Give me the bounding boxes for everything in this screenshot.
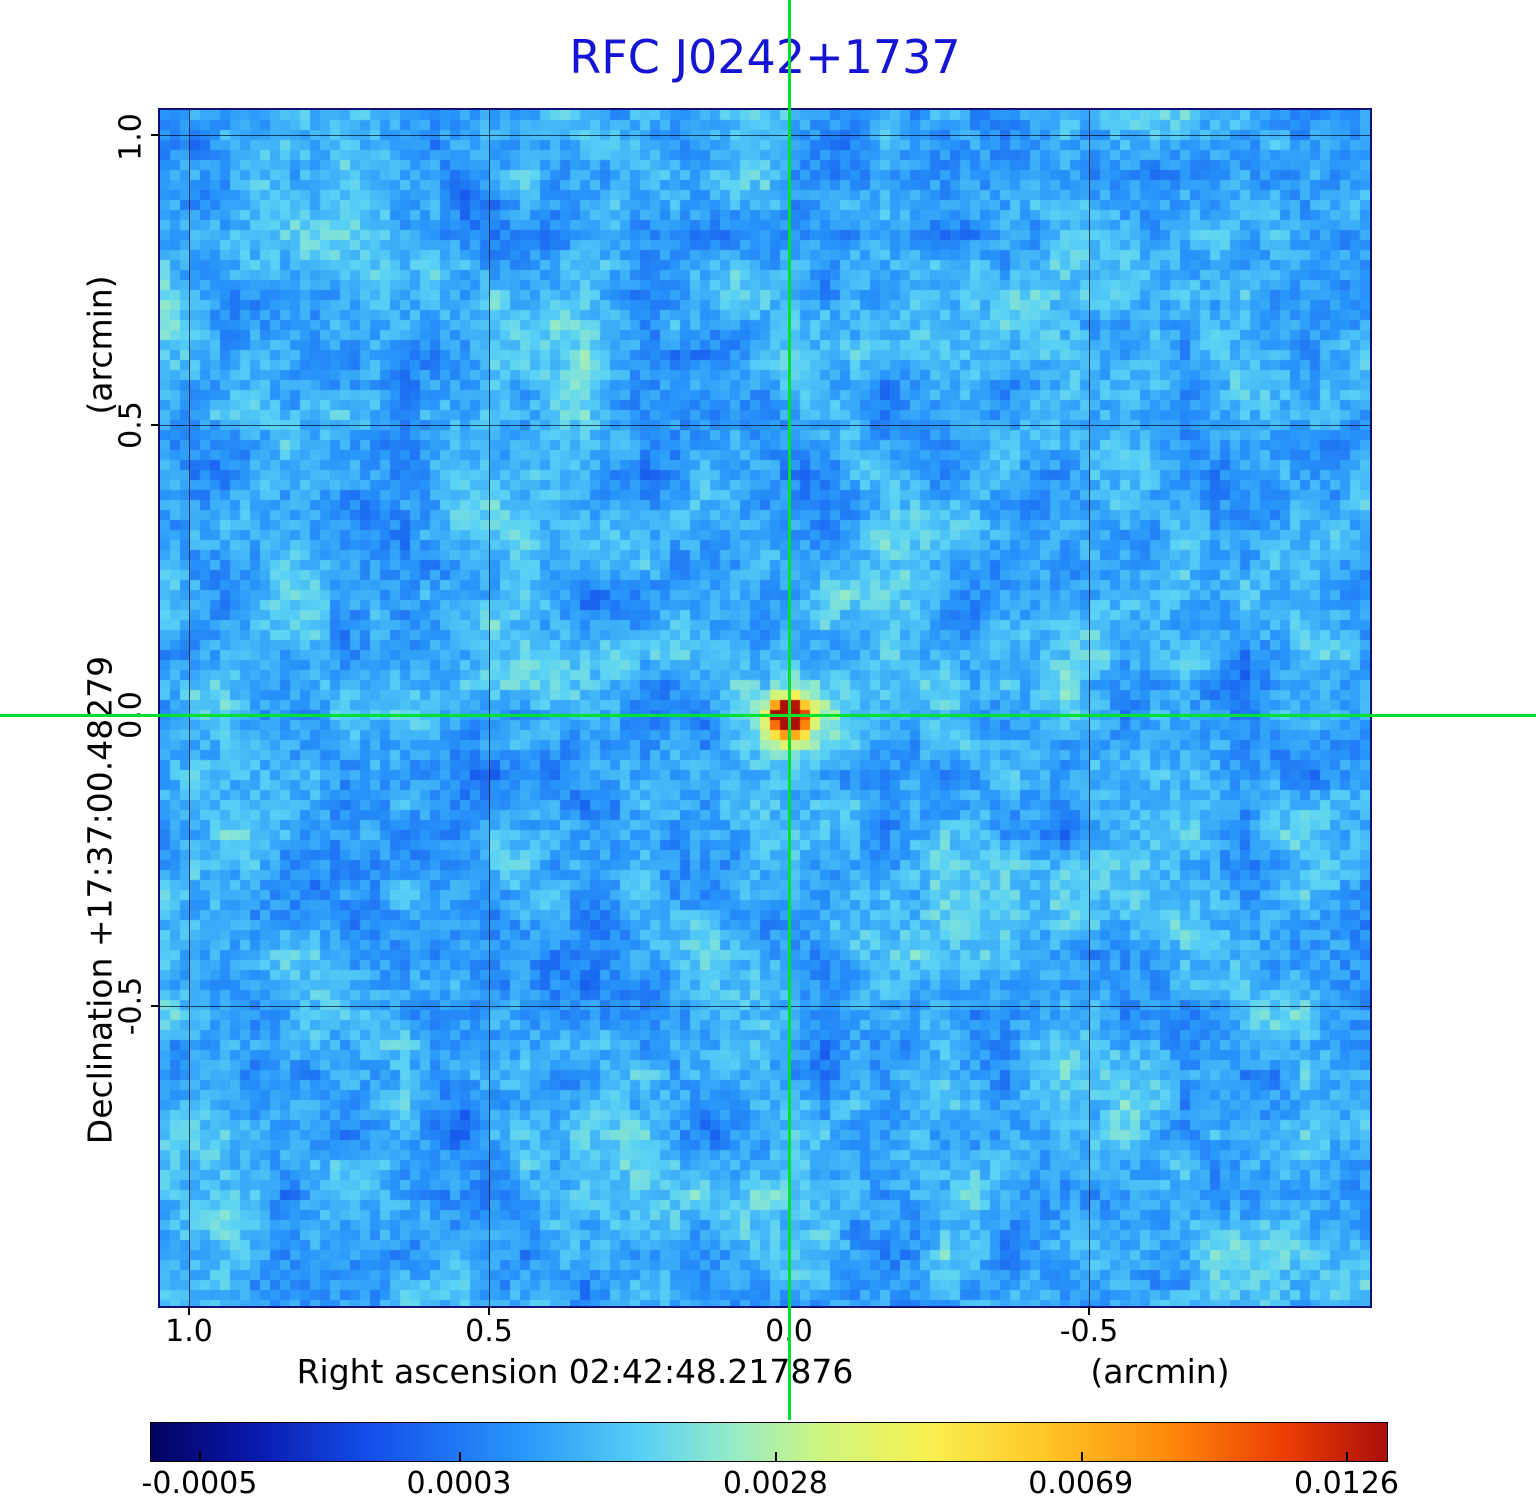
colorbar-tick xyxy=(1346,1452,1349,1461)
x-tick-label: -0.5 xyxy=(1059,1314,1119,1349)
grid-line xyxy=(1089,110,1091,1306)
colorbar-tick xyxy=(459,1452,461,1461)
grid-line xyxy=(160,1005,1370,1007)
x-tick-label: 1.0 xyxy=(165,1314,213,1349)
y-tick-label: 1.0 xyxy=(113,113,149,161)
colorbar-tick-label: 0.0003 xyxy=(406,1466,512,1501)
crosshair-vertical-line xyxy=(788,0,791,1420)
x-axis-title: Right ascension 02:42:48.217876 xyxy=(296,1352,854,1391)
page-title: RFC J0242+1737 xyxy=(569,30,961,84)
colorbar-labels: -0.0005 0.0003 0.0028 0.0069 0.0126 xyxy=(142,1466,1399,1502)
sky-map-canvas xyxy=(160,110,1370,1306)
y-axis-tick xyxy=(151,424,160,426)
colorbar-gradient-canvas xyxy=(151,1423,1387,1461)
grid-line xyxy=(160,425,1370,427)
grid-line xyxy=(189,110,191,1306)
colorbar xyxy=(150,1422,1388,1462)
colorbar-tick xyxy=(1080,1452,1083,1461)
colorbar-tick-label: -0.0005 xyxy=(141,1466,258,1501)
x-axis-tick xyxy=(188,1306,190,1315)
x-tick-label: 0.5 xyxy=(465,1314,513,1349)
colorbar-tick-label: 0.0126 xyxy=(1293,1466,1399,1501)
y-axis-unit-label: (arcmin) xyxy=(80,275,120,415)
crosshair-horizontal-line xyxy=(0,714,1536,717)
grid-line xyxy=(160,134,1370,136)
x-axis-unit-label: (arcmin) xyxy=(1090,1352,1230,1391)
y-axis-title: Declination +17:37:00.48279 xyxy=(80,655,120,1145)
x-axis-tick xyxy=(1088,1306,1090,1315)
colorbar-tick xyxy=(199,1452,202,1461)
colorbar-tick-label: 0.0028 xyxy=(722,1466,828,1501)
y-axis-tick xyxy=(151,134,160,136)
sky-map-plot xyxy=(158,108,1372,1308)
colorbar-tick-label: 0.0069 xyxy=(1028,1466,1134,1501)
x-axis-tick xyxy=(488,1306,490,1315)
y-axis-tick xyxy=(151,1005,160,1007)
colorbar-tick xyxy=(775,1452,778,1461)
grid-line xyxy=(489,110,491,1306)
